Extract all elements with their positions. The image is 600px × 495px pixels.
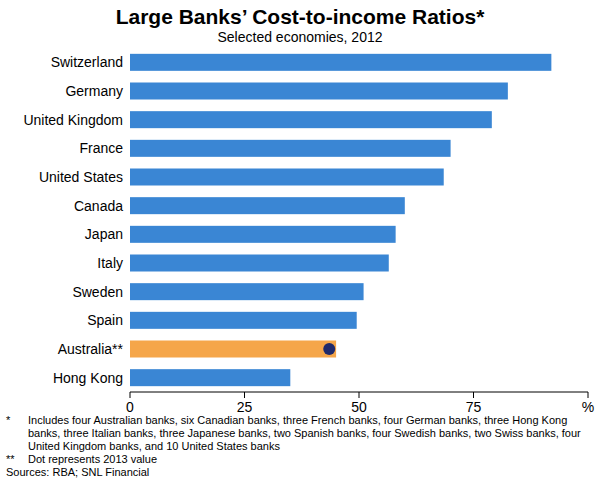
category-label: France <box>79 140 123 156</box>
category-label: United Kingdom <box>23 112 123 128</box>
bar <box>130 226 396 243</box>
category-label: United States <box>39 169 123 185</box>
category-label: Canada <box>74 198 123 214</box>
tick-mark <box>359 392 360 398</box>
title: Large Banks’ Cost-to-income Ratios* <box>116 5 486 28</box>
tick-mark <box>130 392 131 398</box>
subtitle: Selected economies, 2012 <box>218 29 383 45</box>
category-label: Japan <box>85 226 123 242</box>
tick-mark <box>244 392 245 398</box>
category-label: Italy <box>97 255 123 271</box>
bar <box>130 369 290 386</box>
bar <box>130 197 405 214</box>
bar <box>130 312 357 329</box>
category-label: Germany <box>65 83 123 99</box>
chart: Large Banks’ Cost-to-income Ratios*Selec… <box>0 0 600 414</box>
category-label: Hong Kong <box>53 370 123 386</box>
bar <box>130 54 551 71</box>
tick-label: % <box>582 399 594 414</box>
x-axis <box>130 392 588 393</box>
tick-label: 50 <box>351 399 367 414</box>
tick-label: 0 <box>126 399 134 414</box>
category-label: Switzerland <box>51 54 123 70</box>
footnote: **Dot represents 2013 value <box>6 453 594 466</box>
dot <box>323 343 335 355</box>
bar <box>130 169 444 186</box>
footnotes: *Includes four Australian banks, six Can… <box>6 414 594 479</box>
bar <box>130 341 336 358</box>
footnote-text: Includes four Australian banks, six Cana… <box>28 414 594 453</box>
bar <box>130 255 389 272</box>
bar <box>130 111 492 128</box>
footnote-marker: * <box>6 414 28 453</box>
footnote-marker: ** <box>6 453 28 466</box>
tick-mark <box>588 392 589 398</box>
tick-label: 25 <box>237 399 253 414</box>
category-label: Spain <box>87 312 123 328</box>
bar <box>130 283 364 300</box>
bar <box>130 140 451 157</box>
category-label: Sweden <box>72 284 123 300</box>
bar <box>130 83 508 100</box>
footnote-text: Dot represents 2013 value <box>28 453 594 466</box>
tick-label: 75 <box>466 399 482 414</box>
marks <box>130 54 551 386</box>
footnote: *Includes four Australian banks, six Can… <box>6 414 594 453</box>
category-label: Australia** <box>58 341 124 357</box>
source: Sources: RBA; SNL Financial <box>6 466 594 479</box>
tick-mark <box>473 392 474 398</box>
